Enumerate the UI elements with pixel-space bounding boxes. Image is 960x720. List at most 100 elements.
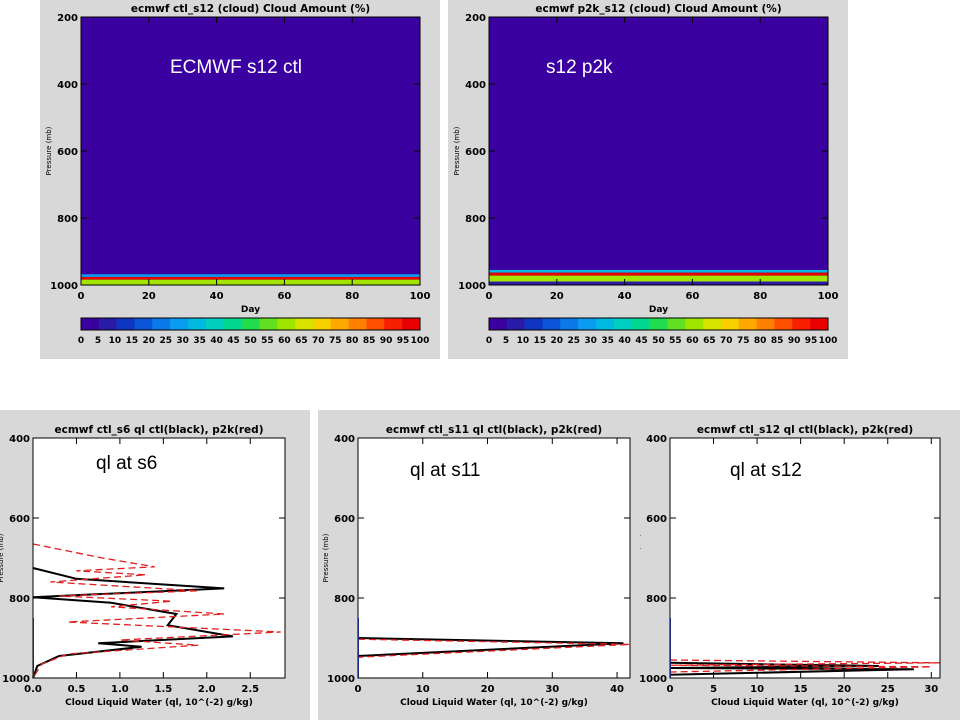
heatmap-band [81, 279, 420, 285]
colorbar-swatch [524, 318, 544, 330]
x-tick-label: 0 [355, 684, 362, 695]
colorbar-tick-label: 30 [584, 336, 597, 346]
colorbar-swatch [774, 318, 793, 330]
cloud-amount-ctl-chart: ecmwf ctl_s12 (cloud) Cloud Amount (%) 0 5… [45, 3, 430, 346]
x-tick-label: 30 [545, 684, 559, 695]
overlay-label: ql at s11 [410, 460, 481, 481]
plot-frame [669, 437, 941, 679]
colorbar-swatch [667, 318, 686, 330]
overlay-label: ECMWF s12 ctl [170, 57, 302, 78]
series-line-p2k [357, 638, 631, 658]
y-tick-label: 200 [57, 13, 78, 24]
ql-s11-panel: ecmwf ctl_s11 ql ctl(black), p2k(red) 0 10… [318, 410, 640, 720]
y-axis-label: Pressure (mb) [45, 126, 53, 175]
ql-s6-chart: ecmwf ctl_s6 ql ctl(black), p2k(red) 0.0 0… [0, 424, 286, 708]
colorbar-swatch [560, 318, 579, 330]
x-axis-label: Cloud Liquid Water (ql, 10^(-2) g/kg) [711, 698, 899, 708]
colorbar-tick-label: 90 [380, 336, 393, 346]
overlay-label: ql at s6 [96, 453, 158, 474]
colorbar-swatch [295, 318, 314, 330]
y-tick-label: 600 [646, 514, 667, 525]
overlay-label: s12 p2k [546, 57, 613, 78]
colorbar-swatch [542, 318, 561, 330]
y-tick-label: 400 [334, 434, 355, 445]
colorbar-swatch [170, 318, 189, 330]
colorbar-tick-label: 75 [329, 336, 342, 346]
x-tick-label: 100 [818, 291, 839, 302]
x-tick-label: 10 [416, 684, 430, 695]
colorbar-swatch [756, 318, 775, 330]
colorbar-frame [488, 317, 829, 331]
colorbar-swatch [578, 318, 597, 330]
colorbar-tick-label: 0 [486, 336, 492, 346]
colorbar-tick-label: 40 [210, 336, 223, 346]
y-tick-label: 600 [334, 514, 355, 525]
x-tick-label: 25 [881, 684, 895, 695]
colorbar-tick-label: 10 [109, 336, 122, 346]
x-tick-label: 40 [210, 291, 224, 302]
colorbar-tick-label: 55 [669, 336, 682, 346]
y-tick-label: 800 [646, 594, 667, 605]
colorbar-tick-label: 30 [176, 336, 189, 346]
colorbar-swatch [188, 318, 207, 330]
colorbar-tick-label: 40 [618, 336, 631, 346]
y-tick-label: 1000 [458, 281, 486, 292]
colorbar-tick-label: 80 [346, 336, 359, 346]
colorbar-tick-label: 50 [244, 336, 257, 346]
x-axis-label: Day [649, 305, 668, 315]
y-tick-label: 800 [57, 214, 78, 225]
colorbar-swatch [259, 318, 278, 330]
ql-s12-panel: ecmwf ctl_s12 ql ctl(black), p2k(red) 0 5 1… [640, 410, 960, 720]
colorbar-frame [80, 317, 421, 331]
colorbar-tick-label: 25 [159, 336, 172, 346]
x-tick-label: 1.0 [111, 684, 129, 695]
colorbar-swatch [152, 318, 171, 330]
colorbar-swatch [223, 318, 243, 330]
colorbar-swatch [810, 318, 829, 330]
colorbar-tick-label: 25 [567, 336, 580, 346]
colorbar-tick-label: 95 [397, 336, 410, 346]
y-axis-label: Pressure (mb) [453, 126, 461, 175]
x-axis-label: Day [241, 305, 260, 315]
x-tick-label: 0.0 [24, 684, 42, 695]
y-tick-label: 1000 [327, 674, 355, 685]
x-tick-label: 0.5 [68, 684, 86, 695]
chart-title: ecmwf ctl_s11 ql ctl(black), p2k(red) [386, 424, 602, 436]
y-axis-label: Pressure (mb) [322, 533, 330, 582]
colorbar-swatch [330, 318, 350, 330]
colorbar-tick-label: 20 [551, 336, 564, 346]
colorbar-tick-label: 15 [126, 336, 139, 346]
x-tick-label: 0 [486, 291, 493, 302]
colorbar-swatch [384, 318, 403, 330]
colorbar-swatch [596, 318, 615, 330]
colorbar-swatch [277, 318, 296, 330]
y-tick-label: 1000 [50, 281, 78, 292]
colorbar-tick-label: 60 [686, 336, 699, 346]
cloud-amount-ctl-panel: ecmwf ctl_s12 (cloud) Cloud Amount (%) 0 5… [40, 0, 440, 359]
x-tick-label: 20 [142, 291, 156, 302]
colorbar-tick-label: 100 [819, 336, 838, 346]
colorbar-tick-label: 80 [754, 336, 767, 346]
plot-area [670, 438, 940, 678]
y-tick-label: 400 [646, 434, 667, 445]
x-tick-label: 0 [78, 291, 85, 302]
x-tick-label: 2.0 [198, 684, 216, 695]
y-tick-label: 200 [465, 13, 486, 24]
colorbar-tick-label: 0 [78, 336, 84, 346]
colorbar-swatch [81, 318, 100, 330]
x-tick-label: 80 [753, 291, 767, 302]
colorbar-swatch [720, 318, 740, 330]
y-tick-label: 600 [57, 147, 78, 158]
colorbar-tick-label: 35 [601, 336, 614, 346]
ql-s12-chart: ecmwf ctl_s12 ql ctl(black), p2k(red) 0 5 1… [640, 424, 941, 708]
ql-s6-panel: ecmwf ctl_s6 ql ctl(black), p2k(red) 0.0 0… [0, 410, 310, 720]
x-tick-label: 0 [667, 684, 674, 695]
colorbar-tick-label: 100 [411, 336, 430, 346]
colorbar-tick-label: 35 [193, 336, 206, 346]
plot-frame [32, 437, 286, 679]
x-tick-label: 60 [277, 291, 291, 302]
colorbar-tick-label: 85 [363, 336, 376, 346]
x-tick-label: 2.5 [241, 684, 259, 695]
colorbar-swatch [685, 318, 704, 330]
y-tick-label: 400 [9, 434, 30, 445]
